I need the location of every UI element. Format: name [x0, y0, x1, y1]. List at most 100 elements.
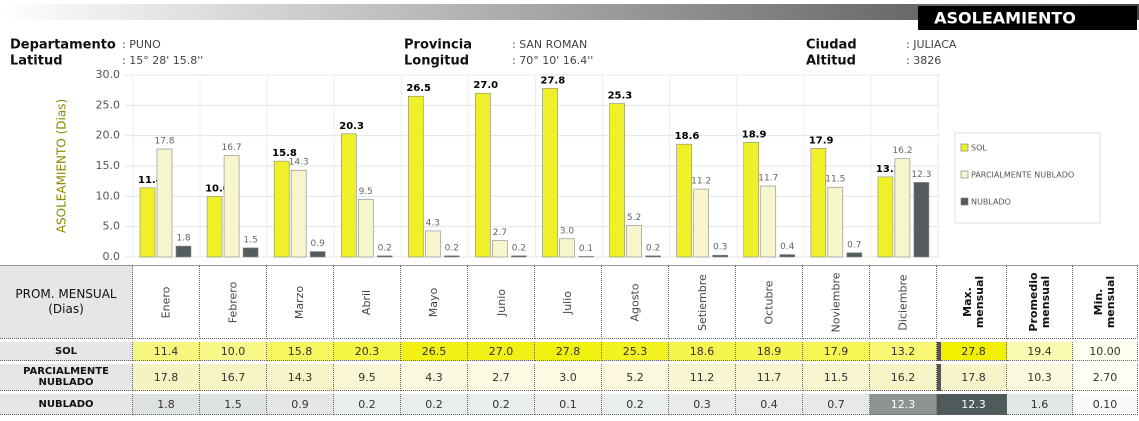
data-label: 20.3 [339, 121, 364, 132]
data-row: NUBLADO 1.8 1.5 0.9 0.2 0.2 0.2 0.1 0.2 0.3 0.4 0.7… [0, 394, 1138, 415]
field-value: : 15° 28' 15.8'' [122, 54, 203, 67]
title-box [918, 6, 1137, 30]
value-cell: 1.5 [200, 394, 267, 415]
field-label: Provincia [404, 38, 472, 53]
legend-label: PARCIALMENTE NUBLADO [971, 171, 1074, 180]
month-header-text: Noviembre [829, 271, 843, 333]
y-tick-label: 20.0 [96, 129, 121, 142]
bar [877, 176, 894, 258]
bar [645, 255, 661, 258]
legend-label: SOL [971, 144, 987, 153]
bar [425, 230, 441, 258]
bar [475, 92, 491, 258]
y-tick-label: 0.0 [103, 250, 121, 262]
data-label: 18.6 [675, 131, 700, 142]
bar [578, 256, 594, 258]
value-cell: 0.3 [669, 394, 736, 415]
value-cell: 4.3 [401, 364, 468, 391]
month-header: Mayo [401, 265, 468, 339]
value-cell: 0.9 [267, 394, 334, 415]
value-cell: 0.2 [401, 394, 468, 415]
bar [340, 133, 357, 258]
value-cell: 17.9 [803, 342, 870, 361]
value-cell: 12.3 [870, 394, 937, 415]
header-row: PROM. MENSUAL (Dias) Enero Febrero Marzo Abr… [0, 265, 1138, 339]
data-row: PARCIALMENTE NUBLADO 17.8 16.7 14.3 9.5 4.3 2.… [0, 364, 1138, 391]
month-header-text: Diciembre [896, 273, 910, 331]
month-header: Enero [133, 265, 200, 339]
data-label: 26.5 [406, 83, 431, 94]
bar [223, 155, 240, 258]
month-header-text: Junio [494, 288, 508, 316]
value-cell: 11.4 [133, 342, 200, 361]
month-header: Julio [535, 265, 602, 339]
month-header-text: Agosto [628, 282, 642, 322]
value-cell: 2.7 [468, 364, 535, 391]
bar [542, 88, 558, 258]
month-header: Marzo [267, 265, 334, 339]
month-header: Junio [468, 265, 535, 339]
legend-label: NUBLADO [971, 198, 1011, 207]
field-label: Altitud [806, 54, 856, 69]
field-value: : PUNO [122, 38, 161, 51]
data-label: 0.9 [311, 239, 326, 249]
bar [309, 251, 326, 258]
month-header-text: Enero [159, 286, 173, 318]
data-label: 27.0 [473, 80, 498, 91]
data-label: 2.7 [493, 228, 507, 238]
field-value: : SAN ROMAN [512, 38, 587, 51]
legend-swatch [960, 197, 969, 206]
bar [760, 185, 777, 258]
data-label: 0.3 [713, 243, 727, 253]
bar [444, 255, 460, 258]
legend-box [954, 132, 1101, 224]
value-cell: 11.7 [736, 364, 803, 391]
data-label: 15.8 [272, 148, 297, 159]
value-cell: 14.3 [267, 364, 334, 391]
summary-cell: 2.70 [1073, 364, 1138, 391]
summary-cell: 17.8 [941, 364, 1007, 391]
value-cell: 9.5 [334, 364, 401, 391]
bar [492, 240, 508, 258]
data-label: 16.2 [892, 146, 912, 156]
value-cell: 15.8 [267, 342, 334, 361]
month-header: Agosto [602, 265, 669, 339]
value-cell: 0.2 [468, 394, 535, 415]
corner: PROM. MENSUAL (Dias) [0, 265, 133, 339]
value-cell: 17.8 [133, 364, 200, 391]
data-label: 1.5 [243, 235, 257, 245]
summary-header-text: Promedio mensual [1026, 272, 1052, 332]
bar [626, 225, 642, 258]
bar [273, 160, 290, 258]
separator [937, 394, 941, 415]
row-label: SOL [0, 342, 133, 361]
value-cell: 5.2 [602, 364, 669, 391]
data-label: 5.2 [627, 213, 641, 223]
value-cell: 0.1 [535, 394, 602, 415]
value-cell: 11.2 [669, 364, 736, 391]
data-label: 16.7 [222, 143, 242, 153]
value-cell: 1.8 [133, 394, 200, 415]
month-header: Febrero [200, 265, 267, 339]
value-cell: 0.4 [736, 394, 803, 415]
data-label: 17.9 [809, 135, 834, 146]
month-header: Diciembre [870, 265, 937, 339]
field-value: : 3826 [906, 54, 941, 67]
bar [290, 169, 307, 258]
bar [408, 95, 424, 258]
title: ASOLEAMIENTO [934, 9, 1076, 28]
data-label: 11.7 [758, 174, 778, 184]
data-label: 1.8 [176, 234, 191, 244]
value-cell: 27.8 [535, 342, 602, 361]
value-cell: 26.5 [401, 342, 468, 361]
data-label: 9.5 [359, 187, 373, 197]
field-label: Latitud [10, 54, 63, 69]
month-header-text: Febrero [226, 281, 240, 323]
summary-cell: 10.3 [1007, 364, 1073, 391]
summary-cell: 0.10 [1073, 394, 1138, 415]
chart: ASOLEAMIENTO Departamento: PUNO Latitud: … [0, 4, 1139, 263]
banner [0, 4, 1139, 20]
data-row: SOL 11.4 10.0 15.8 20.3 26.5 27.0 27.8 25.3 18.6 1… [0, 342, 1138, 361]
bar [827, 186, 844, 258]
